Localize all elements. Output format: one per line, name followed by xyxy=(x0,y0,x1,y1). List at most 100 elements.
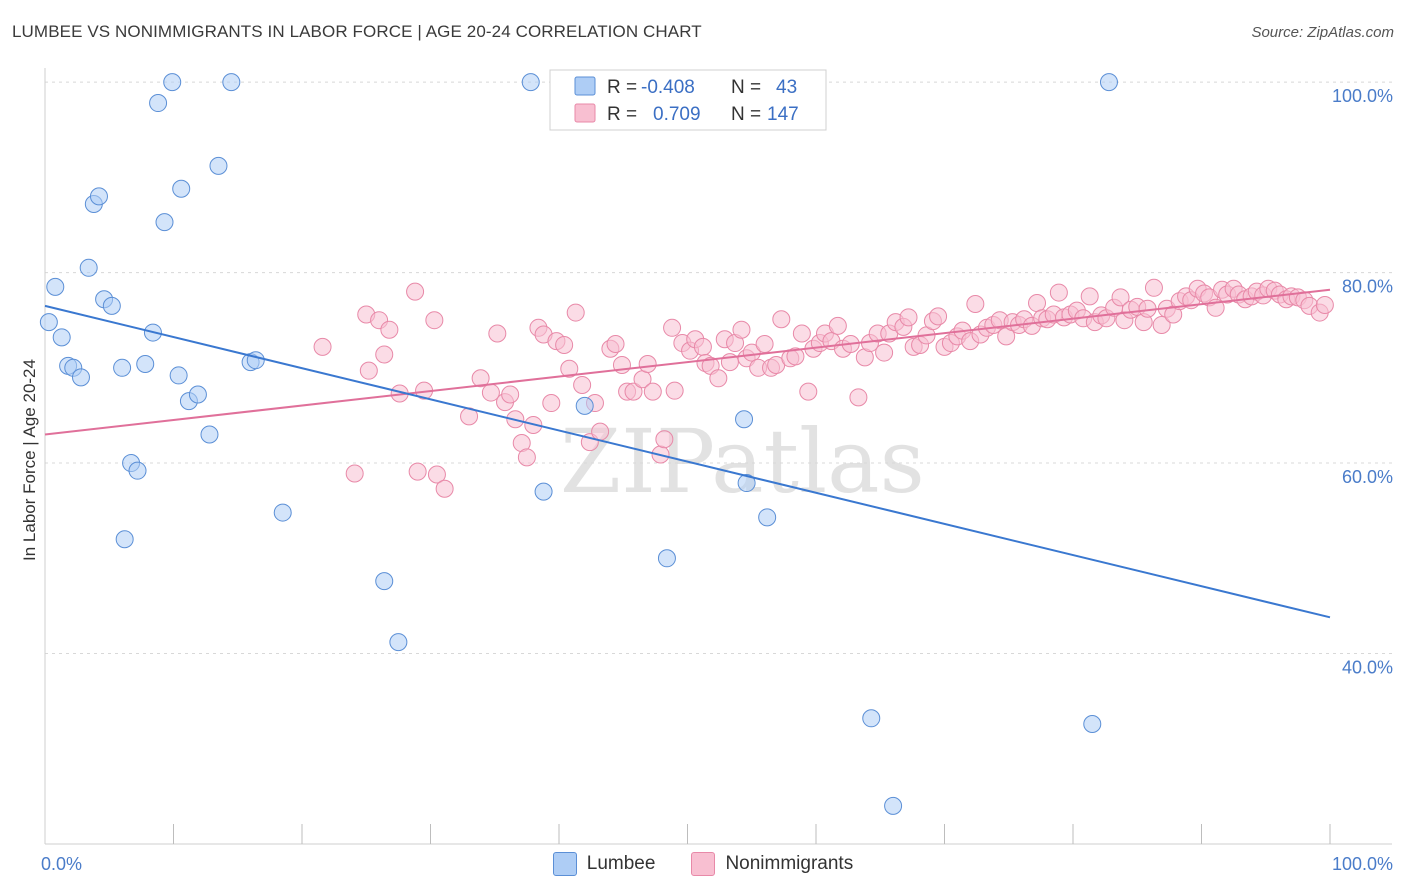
legend-nonimm-n: 147 xyxy=(767,104,799,125)
nonimmigrants-point xyxy=(966,295,985,313)
y-tick-label: 60.0% xyxy=(1342,467,1393,487)
nonimmigrants-point xyxy=(345,464,364,483)
lumbee-label: Lumbee xyxy=(586,853,656,874)
lumbee-point xyxy=(89,187,108,206)
nonimmigrants-trend-line xyxy=(44,288,1331,436)
lumbee-point xyxy=(149,94,168,113)
lumbee-point xyxy=(71,368,90,387)
lumbee-point xyxy=(163,73,182,92)
nonimmigrants-point xyxy=(799,382,818,401)
nonimmigrants-point xyxy=(899,308,918,327)
nonimmigrants-point xyxy=(488,324,507,343)
legend-nonimm-r: 0.709 xyxy=(653,104,701,125)
nonimmigrants-point xyxy=(573,375,592,394)
nonimmigrants-point xyxy=(1111,288,1130,307)
nonimmigrants-point xyxy=(875,343,894,362)
lumbee-point xyxy=(172,179,191,198)
nonimmigrants-point xyxy=(742,343,761,362)
lumbee-point xyxy=(200,425,219,444)
legend-item-lumbee[interactable]: Lumbee xyxy=(552,852,656,876)
chart-source: Source: ZipAtlas.com xyxy=(1251,24,1394,41)
lumbee-point xyxy=(246,351,265,370)
nonimmigrants-swatch xyxy=(691,852,716,876)
nonimmigrants-point xyxy=(792,324,811,343)
nonimmigrants-point xyxy=(1049,283,1068,302)
legend-lumbee-n: 43 xyxy=(776,77,797,98)
nonimmigrants-point xyxy=(1028,294,1047,313)
lumbee-points xyxy=(39,73,1118,815)
lumbee-point xyxy=(188,385,207,404)
nonimmigrants-point xyxy=(1080,287,1099,306)
legend-lumbee-n-label: N = xyxy=(731,77,761,98)
lumbee-point xyxy=(657,549,676,568)
lumbee-point xyxy=(169,366,188,385)
nonimmigrants-point xyxy=(638,355,657,373)
nonimmigrants-point xyxy=(828,316,847,335)
legend-lumbee-r-label: R = xyxy=(607,77,637,98)
nonimmigrants-point xyxy=(772,310,791,329)
nonimmigrants-point xyxy=(1152,315,1171,334)
lumbee-point xyxy=(534,482,553,501)
legend-box xyxy=(549,69,827,131)
nonimmigrants-point xyxy=(849,388,868,407)
legend-nonimm-n-label: N = xyxy=(731,104,761,125)
y-tick-label: 100.0% xyxy=(1332,86,1393,106)
nonimmigrants-point xyxy=(435,479,454,498)
trend-lines xyxy=(44,288,1331,619)
lumbee-point xyxy=(521,73,540,92)
nonimmigrants-point xyxy=(560,359,579,378)
nonimmigrants-point xyxy=(566,303,585,322)
chart-title: LUMBEE VS NONIMMIGRANTS IN LABOR FORCE |… xyxy=(12,22,702,41)
nonimmigrants-point xyxy=(643,382,662,401)
legend-nonimm-r-label: R = xyxy=(607,104,637,125)
nonimmigrants-point xyxy=(693,337,712,356)
nonimmigrants-point xyxy=(359,361,378,380)
nonimmigrants-point xyxy=(606,335,625,353)
lumbee-point xyxy=(155,213,174,232)
lumbee-point xyxy=(1099,73,1118,92)
nonimmigrants-points xyxy=(313,278,1334,498)
lumbee-point xyxy=(136,355,155,373)
lumbee-swatch xyxy=(552,852,577,876)
nonimmigrants-point xyxy=(375,345,394,364)
lumbee-point xyxy=(113,358,132,377)
nonimmigrants-point xyxy=(1144,278,1163,297)
lumbee-point xyxy=(375,572,394,591)
nonimmigrants-point xyxy=(471,369,490,388)
nonimmigrants-point xyxy=(542,394,561,413)
x-tick-label-max: 100.0% xyxy=(1332,854,1393,874)
nonimmigrants-point xyxy=(555,335,574,354)
legend-nonimm-swatch xyxy=(574,103,596,123)
legend-lumbee-swatch xyxy=(574,76,596,96)
lumbee-point xyxy=(862,709,881,728)
tick-labels: 40.0% 60.0% 80.0% 100.0% 0.0% 100.0% xyxy=(41,86,1393,874)
y-tick-label: 40.0% xyxy=(1342,658,1393,678)
legend-lumbee-r: -0.408 xyxy=(641,77,695,98)
y-axis-label: In Labor Force | Age 20-24 xyxy=(20,359,39,561)
nonimmigrants-point xyxy=(663,318,682,337)
nonimmigrants-point xyxy=(709,369,728,388)
nonimmigrants-point xyxy=(786,347,805,366)
nonimmigrants-point xyxy=(665,381,684,400)
nonimmigrants-point xyxy=(380,320,399,339)
lumbee-point xyxy=(1083,715,1102,733)
lumbee-point xyxy=(46,277,65,296)
lumbee-point xyxy=(389,633,408,652)
lumbee-point xyxy=(52,328,71,347)
lumbee-point xyxy=(273,503,292,522)
lumbee-point xyxy=(735,410,754,429)
lumbee-point xyxy=(222,73,241,92)
lumbee-point xyxy=(39,313,58,332)
nonimmigrants-point xyxy=(591,422,610,441)
lumbee-point xyxy=(758,508,777,527)
nonimmigrants-point xyxy=(427,465,446,484)
lumbee-point xyxy=(79,258,98,277)
nonimmigrants-point xyxy=(755,335,774,353)
nonimmigrants-label: Nonimmigrants xyxy=(725,853,854,874)
gridlines xyxy=(45,81,1392,655)
nonimmigrants-point xyxy=(1315,295,1334,314)
nonimmigrants-point xyxy=(501,385,520,404)
legend-item-nonimmigrants[interactable]: Nonimmigrants xyxy=(691,852,853,876)
lumbee-point xyxy=(737,474,756,493)
